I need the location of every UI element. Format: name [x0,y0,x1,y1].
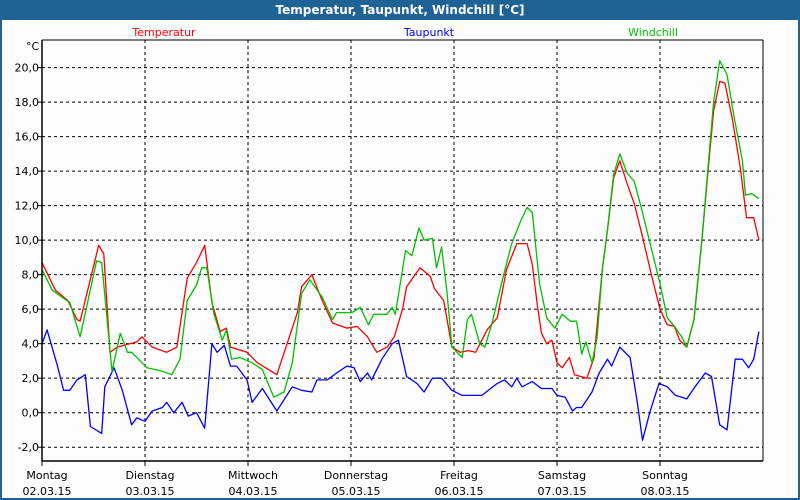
x-tick-date-label: 08.03.15 [641,485,690,498]
y-tick-label: 4,0 [22,338,40,351]
legend-windchill: Windchill [628,26,678,39]
y-tick-label: 2,0 [22,372,40,385]
series-line-temperatur [41,80,760,379]
series-lines [41,60,760,441]
window-title: Temperatur, Taupunkt, Windchill [°C] [2,0,798,20]
x-tick-day-label: Freitag [440,469,478,482]
x-tick-day-label: Dienstag [125,469,174,482]
y-tick-label: 0,0 [22,407,40,420]
labels: -2,0 0,0 2,0 4,0 6,0 8,0 10,0 12,0 14,0 16,0 18,0 2… [15,26,690,498]
x-tick-day-label: Donnerstag [324,469,388,482]
series-line-windchill [41,60,760,398]
y-tick-label: 10,0 [15,234,40,247]
legend-temperatur: Temperatur [131,26,196,39]
x-tick-day-label: Samstag [538,469,586,482]
x-tick-day-label: Sonntag [642,469,688,482]
y-tick-label: 14,0 [15,165,40,178]
series-line-taupunkt [41,329,760,441]
y-tick-label: -2,0 [18,441,39,454]
x-tick-date-label: 04.03.15 [229,485,278,498]
y-axis-unit-label: °C [26,40,40,53]
axes [38,39,764,466]
y-tick-label: 16,0 [15,131,40,144]
x-tick-date-label: 02.03.15 [23,485,72,498]
y-tick-label: 8,0 [22,269,40,282]
y-tick-label: 18,0 [15,96,40,109]
x-tick-date-label: 05.03.15 [332,485,381,498]
x-tick-day-label: Mittwoch [228,469,278,482]
y-tick-label: 20,0 [15,62,40,75]
x-tick-day-label: Montag [26,469,67,482]
x-tick-date-label: 06.03.15 [435,485,484,498]
x-tick-date-label: 03.03.15 [126,485,175,498]
y-tick-label: 12,0 [15,200,40,213]
legend-taupunkt: Taupunkt [403,26,455,39]
y-tick-label: 6,0 [22,303,40,316]
x-tick-date-label: 07.03.15 [538,485,587,498]
